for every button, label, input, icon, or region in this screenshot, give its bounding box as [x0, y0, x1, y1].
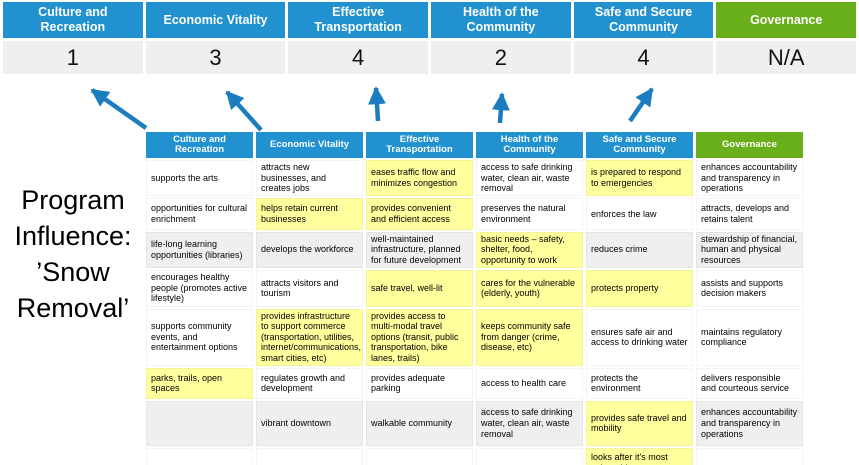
matrix-cell-delivers-responsible-and-courteous-service: delivers responsible and courteous servi…: [696, 367, 803, 399]
matrix-cell-basic-needs-safety-shelter-food-opportunity-to-work: basic needs – safety, shelter, food, opp…: [476, 231, 583, 268]
matrix-cell-helps-retain-current-businesses: helps retain current businesses: [256, 197, 363, 230]
matrix-cell-empty: [146, 400, 253, 446]
matrix-cell-opportunities-for-cultural-enrichment: opportunities for cultural enrichment: [146, 197, 253, 230]
matrix-cell-well-maintained-infrastructure-planned-for-future-development: well-maintained infrastructure, planned …: [366, 231, 473, 268]
up-arrow-icon-matrix-col-health-of-the-community: [491, 92, 510, 124]
matrix-cell-supports-community-events-and-entertainment-options: supports community events, and entertain…: [146, 308, 253, 366]
matrix-row-4: encourages healthy people (promotes acti…: [146, 269, 803, 307]
priority-header: Safe and Secure Community: [573, 2, 714, 38]
matrix-cell-encourages-healthy-people-promotes-active-lifestyle: encourages healthy people (promotes acti…: [146, 269, 253, 307]
matrix-row-1: supports the arts attracts new businesses…: [146, 160, 803, 196]
up-arrow-icon-matrix-col-safe-and-secure-community: [628, 87, 654, 123]
matrix-cell-safe-travel-well-lit: safe travel, well-lit: [366, 269, 473, 307]
matrix-cell-life-long-learning-opportunities-libraries: life-long learning opportunities (librar…: [146, 231, 253, 268]
matrix-col-header-safe-and-secure-community: Safe and Secure Community: [586, 132, 693, 158]
matrix-cell-enhances-accountability-and-transparency-in-operations: enhances accountability and transparency…: [696, 400, 803, 446]
matrix-col-header-health-of-the-community: Health of the Community: [476, 132, 583, 158]
matrix-cell-vibrant-downtown: vibrant downtown: [256, 400, 363, 446]
matrix-header-row: Culture and Recreation Economic Vitality E…: [146, 132, 803, 158]
matrix-cell-parks-trails-open-spaces: parks, trails, open spaces: [146, 367, 253, 399]
matrix-row-5: supports community events, and entertain…: [146, 308, 803, 366]
matrix-cell-empty: [256, 447, 363, 465]
priority-score: 4: [288, 41, 429, 74]
matrix-cell-eases-traffic-flow-and-minimizes-congestion: eases traffic flow and minimizes congest…: [366, 160, 473, 196]
matrix-cell-enforces-the-law: enforces the law: [586, 197, 693, 230]
matrix-row-2: opportunities for cultural enrichment hel…: [146, 197, 803, 230]
matrix-cell-access-to-health-care: access to health care: [476, 367, 583, 399]
matrix-cell-protects-property: protects property: [586, 269, 693, 307]
matrix-cell-maintains-regulatory-compliance: maintains regulatory compliance: [696, 308, 803, 366]
matrix-cell-empty: [696, 447, 803, 465]
matrix-cell-protects-the-environment: protects the environment: [586, 367, 693, 399]
matrix-cell-provides-safe-travel-and-mobility: provides safe travel and mobility: [586, 400, 693, 446]
matrix-cell-ensures-safe-air-and-access-to-drinking-water: ensures safe air and access to drinking …: [586, 308, 693, 366]
matrix-cell-preserves-the-natural-environment: preserves the natural environment: [476, 197, 583, 230]
matrix-cell-enhances-accountability-and-transparency-in-operations: enhances accountability and transparency…: [696, 160, 803, 196]
matrix-row-6: parks, trails, open spaces regulates grow…: [146, 367, 803, 399]
priority-score: 3: [145, 41, 286, 74]
matrix-cell-keeps-community-safe-from-danger-crime-disease-etc: keeps community safe from danger (crime,…: [476, 308, 583, 366]
program-influence-label: Program Influence: ’Snow Removal’: [14, 185, 132, 323]
priority-score: 1: [3, 41, 143, 74]
matrix-cell-empty: [476, 447, 583, 465]
priority-column-economic-vitality: Economic Vitality 3: [145, 2, 286, 74]
matrix-cell-provides-access-to-multi-modal-travel-options-transit-public-transportation-bike-lanes-trails: provides access to multi-modal travel op…: [366, 308, 473, 366]
priority-score: 2: [431, 41, 571, 74]
matrix-cell-provides-adequate-parking: provides adequate parking: [366, 367, 473, 399]
matrix-cell-stewardship-of-financial-human-and-physical-resources: stewardship of financial, human and phys…: [696, 231, 803, 268]
priority-score: N/A: [716, 41, 857, 74]
matrix-col-header-culture-and-recreation: Culture and Recreation: [146, 132, 253, 158]
matrix-cell-cares-for-the-vulnerable-elderly-youth: cares for the vulnerable (elderly, youth…: [476, 269, 583, 307]
up-arrow-icon-matrix-col-culture-and-recreation: [90, 88, 148, 130]
matrix-cell-empty: [366, 447, 473, 465]
priority-header: Economic Vitality: [145, 2, 286, 38]
priority-header: Health of the Community: [431, 2, 571, 38]
matrix-cell-attracts-new-businesses-and-creates-jobs: attracts new businesses, and creates job…: [256, 160, 363, 196]
priority-scoreboard: Culture and Recreation 1 Economic Vitality…: [3, 2, 857, 74]
matrix-cell-is-prepared-to-respond-to-emergencies: is prepared to respond to emergencies: [586, 160, 693, 196]
matrix-cell-empty: [146, 447, 253, 465]
priority-header: Governance: [716, 2, 857, 38]
matrix-cell-looks-after-it-s-most-vulnerable: looks after it's most vulnerable: [586, 447, 693, 465]
priority-column-effective-transportation: Effective Transportation 4: [288, 2, 429, 74]
up-arrow-icon-matrix-col-effective-transportation: [367, 86, 386, 122]
priority-column-culture-and-recreation: Culture and Recreation 1: [3, 2, 143, 74]
matrix-cell-supports-the-arts: supports the arts: [146, 160, 253, 196]
program-influence-matrix: Culture and Recreation Economic Vitality E…: [143, 130, 806, 465]
priority-column-health-of-the-community: Health of the Community 2: [431, 2, 571, 74]
matrix-cell-develops-the-workforce: develops the workforce: [256, 231, 363, 268]
matrix-cell-attracts-visitors-and-tourism: attracts visitors and tourism: [256, 269, 363, 307]
matrix-cell-regulates-growth-and-development: regulates growth and development: [256, 367, 363, 399]
matrix-wrap: Culture and Recreation Economic Vitality E…: [143, 130, 806, 465]
matrix-cell-attracts-develops-and-retains-talent: attracts, develops and retains talent: [696, 197, 803, 230]
matrix-cell-walkable-community: walkable community: [366, 400, 473, 446]
matrix-cell-assists-and-supports-decision-makers: assists and supports decision makers: [696, 269, 803, 307]
matrix-cell-access-to-safe-drinking-water-clean-air-waste-removal: access to safe drinking water, clean air…: [476, 400, 583, 446]
priority-header: Culture and Recreation: [3, 2, 143, 38]
matrix-col-header-governance: Governance: [696, 132, 803, 158]
priority-column-safe-and-secure-community: Safe and Secure Community 4: [573, 2, 714, 74]
matrix-cell-provides-convenient-and-efficient-access: provides convenient and efficient access: [366, 197, 473, 230]
matrix-cell-reduces-crime: reduces crime: [586, 231, 693, 268]
matrix-col-header-effective-transportation: Effective Transportation: [366, 132, 473, 158]
matrix-col-header-economic-vitality: Economic Vitality: [256, 132, 363, 158]
matrix-row-7: vibrant downtown walkable community access…: [146, 400, 803, 446]
priority-score: 4: [573, 41, 714, 74]
matrix-row-3: life-long learning opportunities (librar…: [146, 231, 803, 268]
up-arrow-icon-matrix-col-economic-vitality: [225, 90, 263, 132]
matrix-row-8: looks after it's most vulnerable: [146, 447, 803, 465]
priority-header: Effective Transportation: [288, 2, 429, 38]
matrix-cell-provides-infrastructure-to-support-commerce-transportation-utilities-internet-communications-smart-cities-etc: provides infrastructure to support comme…: [256, 308, 363, 366]
priority-column-governance: Governance N/A: [716, 2, 857, 74]
matrix-cell-access-to-safe-drinking-water-clean-air-waste-removal: access to safe drinking water, clean air…: [476, 160, 583, 196]
